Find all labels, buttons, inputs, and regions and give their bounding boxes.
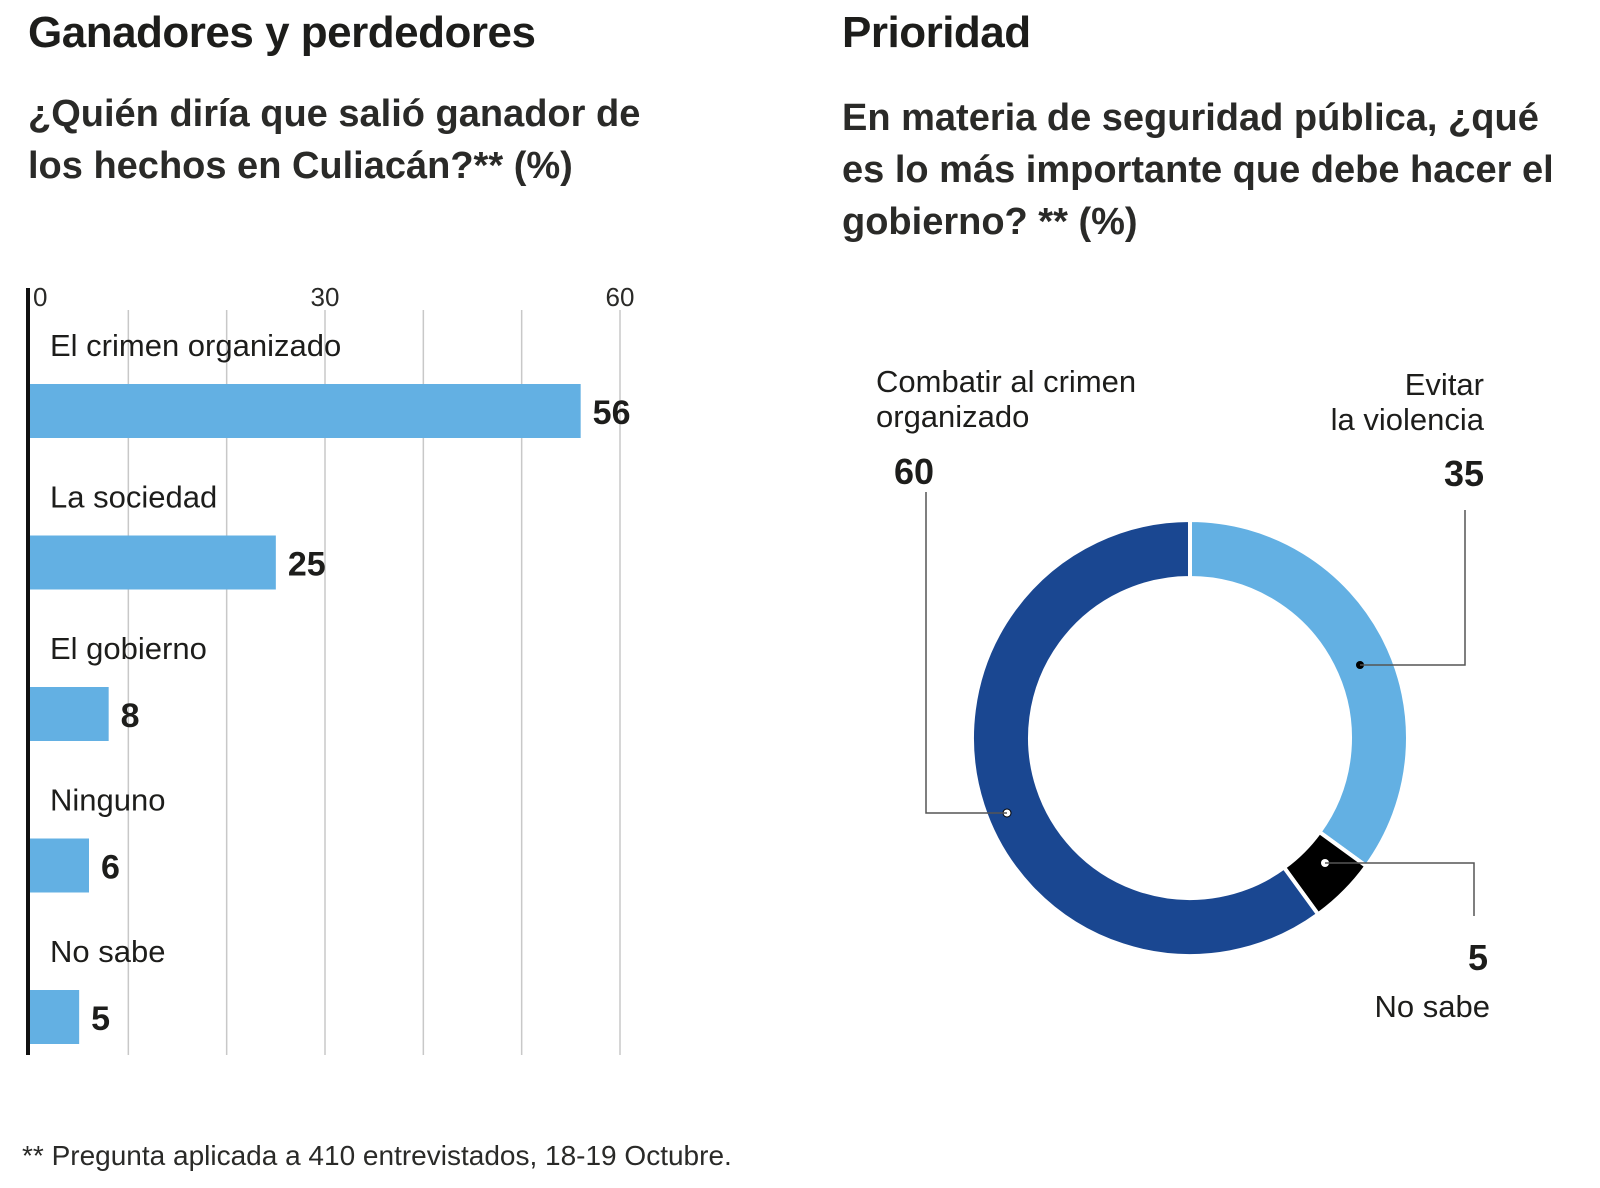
- slice-label: Evitar: [1405, 367, 1484, 402]
- right-chart-subtitle: En materia de seguridad pública, ¿qué es…: [842, 97, 1554, 243]
- x-tick-label: 60: [606, 282, 635, 312]
- x-tick-label: 0: [33, 282, 47, 312]
- donut-slice: [1281, 829, 1370, 918]
- left-chart-title: Ganadores y perdedores: [28, 8, 536, 57]
- category-label: El crimen organizado: [50, 328, 341, 363]
- slice-value: 35: [1444, 453, 1484, 494]
- donut-slice: [1188, 517, 1410, 869]
- category-label: La sociedad: [50, 480, 217, 515]
- data-label: 8: [121, 697, 140, 735]
- bar: [30, 535, 276, 590]
- category-label: Ninguno: [50, 783, 165, 818]
- leader-dot: [1002, 808, 1012, 818]
- bar: [30, 990, 80, 1044]
- slice-label: organizado: [876, 399, 1029, 434]
- slice-label: la violencia: [1331, 402, 1485, 437]
- right-chart-title: Prioridad: [842, 8, 1031, 57]
- leader-dot: [1356, 661, 1364, 669]
- data-label: 5: [91, 1000, 110, 1038]
- category-label: El gobierno: [50, 631, 207, 666]
- leader-line: [925, 492, 1007, 814]
- bar: [30, 687, 109, 741]
- category-label: No sabe: [50, 934, 165, 969]
- leader-dot: [1321, 859, 1329, 867]
- slice-label: Combatir al crimen: [876, 364, 1136, 399]
- donut-slice: [970, 517, 1321, 958]
- x-tick-label: 30: [311, 282, 340, 312]
- data-label: 56: [593, 394, 631, 432]
- footnote: ** Pregunta aplicada a 410 entrevistados…: [22, 1140, 732, 1171]
- left-chart-subtitle: ¿Quién diría que salió ganador de los he…: [28, 93, 641, 187]
- data-label: 25: [288, 546, 326, 584]
- bar: [30, 384, 581, 438]
- slice-value: 5: [1468, 937, 1488, 978]
- leader-line: [1360, 510, 1466, 666]
- leader-line: [1325, 862, 1475, 916]
- data-label: 6: [101, 849, 120, 887]
- slice-label: No sabe: [1375, 989, 1490, 1024]
- bar: [30, 838, 89, 893]
- slice-value: 60: [894, 451, 934, 492]
